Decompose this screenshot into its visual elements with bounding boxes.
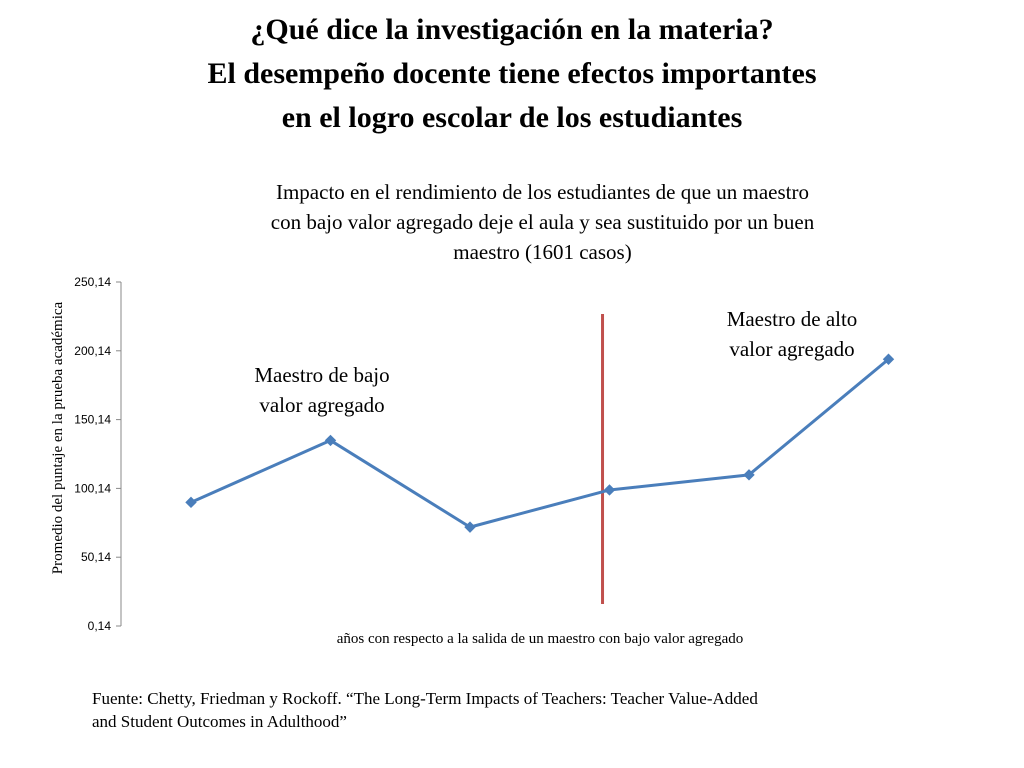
annotation-label: Maestro de bajo xyxy=(254,363,389,387)
chart-title-line-3: maestro (1601 casos) xyxy=(453,240,632,264)
y-tick-label: 150,14 xyxy=(74,413,111,427)
series-line xyxy=(190,358,890,529)
y-tick-label: 250,14 xyxy=(74,275,111,289)
data-point-marker xyxy=(185,496,197,509)
y-tick-label: 0,14 xyxy=(88,619,112,633)
x-axis-title: años con respecto a la salida de un maes… xyxy=(337,631,744,647)
chart-title-line-2: con bajo valor agregado deje el aula y s… xyxy=(270,210,815,234)
annotation-label: valor agregado xyxy=(729,337,854,361)
y-tick-label: 100,14 xyxy=(74,481,111,495)
slide-title-line-1: ¿Qué dice la investigación en la materia… xyxy=(250,13,774,46)
data-point-marker xyxy=(882,353,895,365)
data-point-marker xyxy=(743,469,755,481)
y-tick-label: 200,14 xyxy=(74,344,111,358)
data-point-marker xyxy=(603,484,616,496)
slide-title-line-3: en el logro escolar de los estudiantes xyxy=(281,101,743,134)
annotation-label: Maestro de alto xyxy=(727,307,858,331)
y-tick-label: 50,14 xyxy=(81,550,111,564)
source-line-2: and Student Outcomes in Adulthood” xyxy=(92,712,347,731)
y-axis-title: Promedio del puntaje en la prueba académ… xyxy=(50,301,66,574)
source-line-1: Fuente: Chetty, Friedman y Rockoff. “The… xyxy=(92,689,758,708)
data-point-marker xyxy=(464,521,476,533)
slide-title-line-2: El desempeño docente tiene efectos impor… xyxy=(207,57,817,90)
chart-title-line-1: Impacto en el rendimiento de los estudia… xyxy=(275,180,809,204)
annotation-label: valor agregado xyxy=(259,393,384,417)
data-point-marker xyxy=(324,434,337,447)
